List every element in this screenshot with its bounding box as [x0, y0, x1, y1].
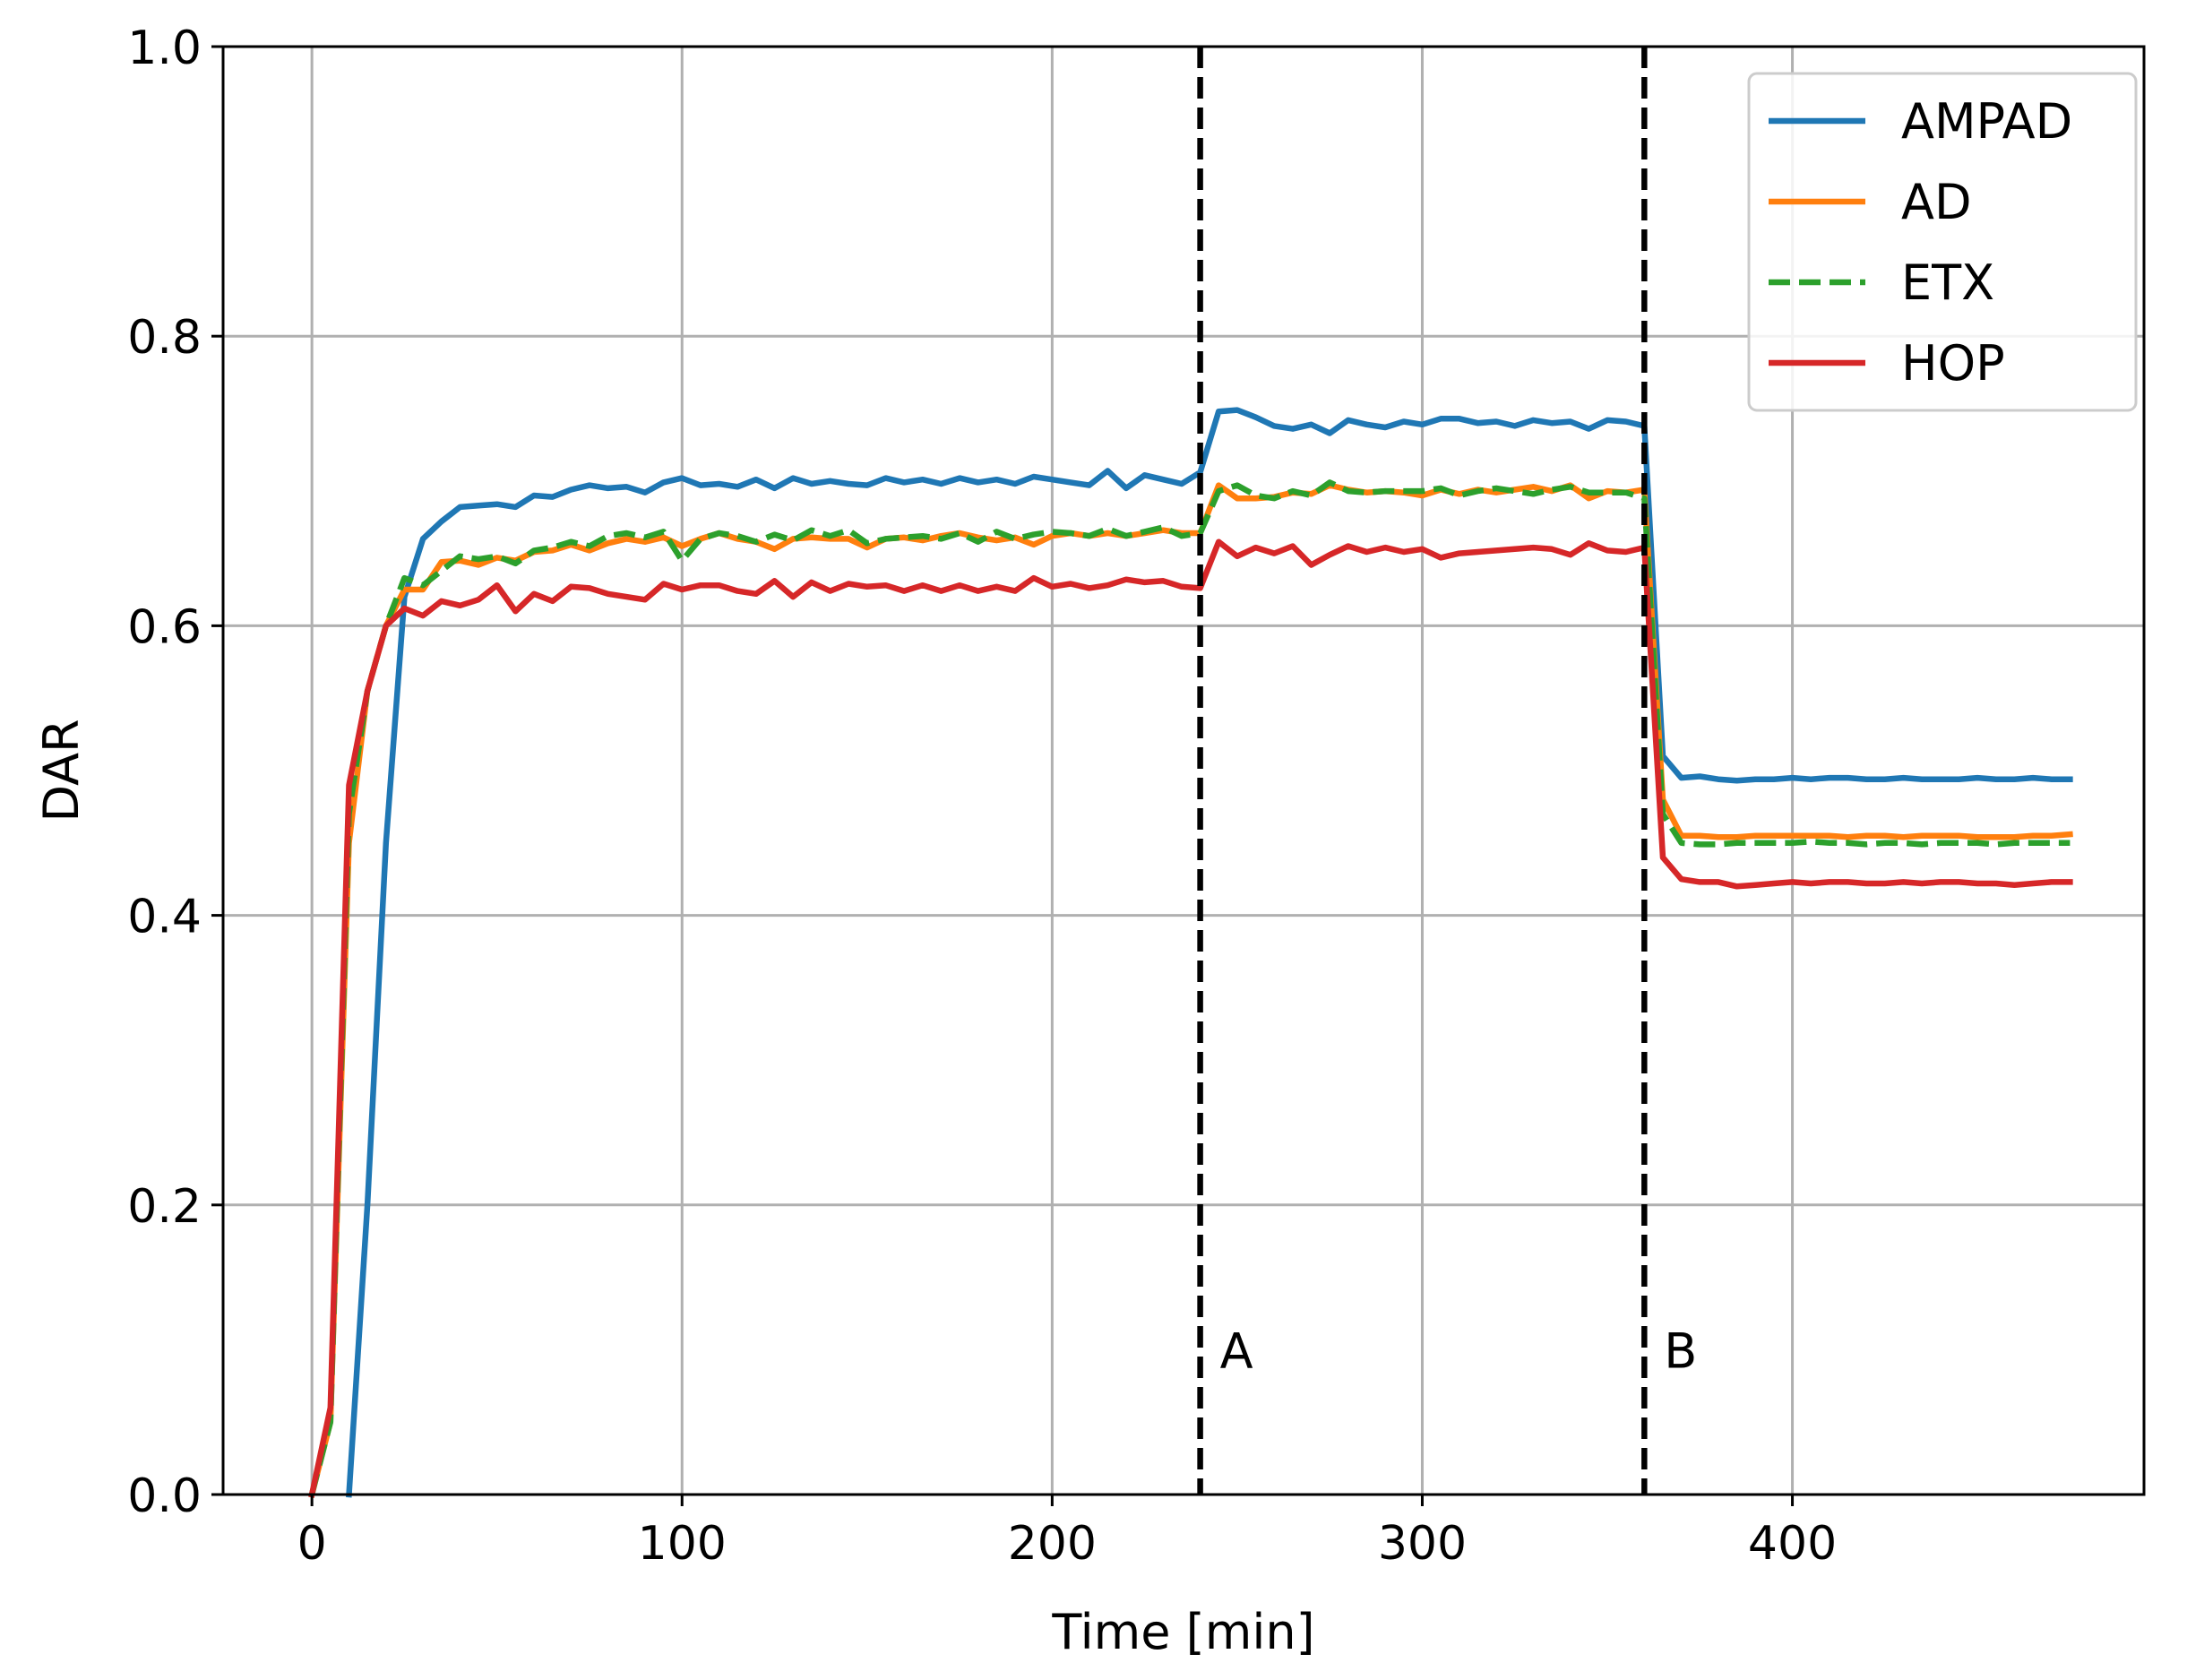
event-label-a: A	[1220, 1322, 1253, 1379]
x-tick-label: 200	[1008, 1517, 1097, 1571]
legend: AMPAD AD ETX HOP	[1747, 72, 2138, 412]
y-axis-label: DAR	[33, 719, 90, 822]
y-tick-label: 0.4	[127, 891, 202, 944]
series-line-etx	[308, 479, 2071, 1495]
y-tick-label: 0.6	[127, 600, 202, 654]
legend-label-ad: AD	[1901, 174, 1972, 230]
x-tick-label: 100	[638, 1517, 727, 1571]
legend-box	[1747, 72, 2138, 412]
y-tick-label: 0.0	[127, 1469, 202, 1523]
series-line-hop	[308, 538, 2073, 1498]
axis-ticks: 0 100 200 300 400 0.0 0.2 0.4 0.6 0.8 1.0	[127, 22, 1837, 1571]
x-tick-label: 0	[297, 1517, 327, 1571]
legend-label-ampad: AMPAD	[1901, 93, 2072, 150]
legend-label-hop: HOP	[1901, 335, 2005, 392]
event-label-b: B	[1664, 1322, 1697, 1379]
y-tick-label: 0.2	[127, 1180, 202, 1234]
plot-frame	[221, 45, 2146, 1496]
y-tick-label: 0.8	[127, 311, 202, 365]
y-tick-label: 1.0	[127, 22, 202, 75]
series-line-ad	[308, 482, 2073, 1498]
x-axis-label: Time [min]	[1051, 1604, 1314, 1660]
legend-label-etx: ETX	[1901, 254, 1994, 311]
x-tick-label: 300	[1378, 1517, 1467, 1571]
x-tick-label: 400	[1748, 1517, 1837, 1571]
series-lines	[308, 407, 2073, 1498]
series-line-ampad	[346, 407, 2073, 1498]
